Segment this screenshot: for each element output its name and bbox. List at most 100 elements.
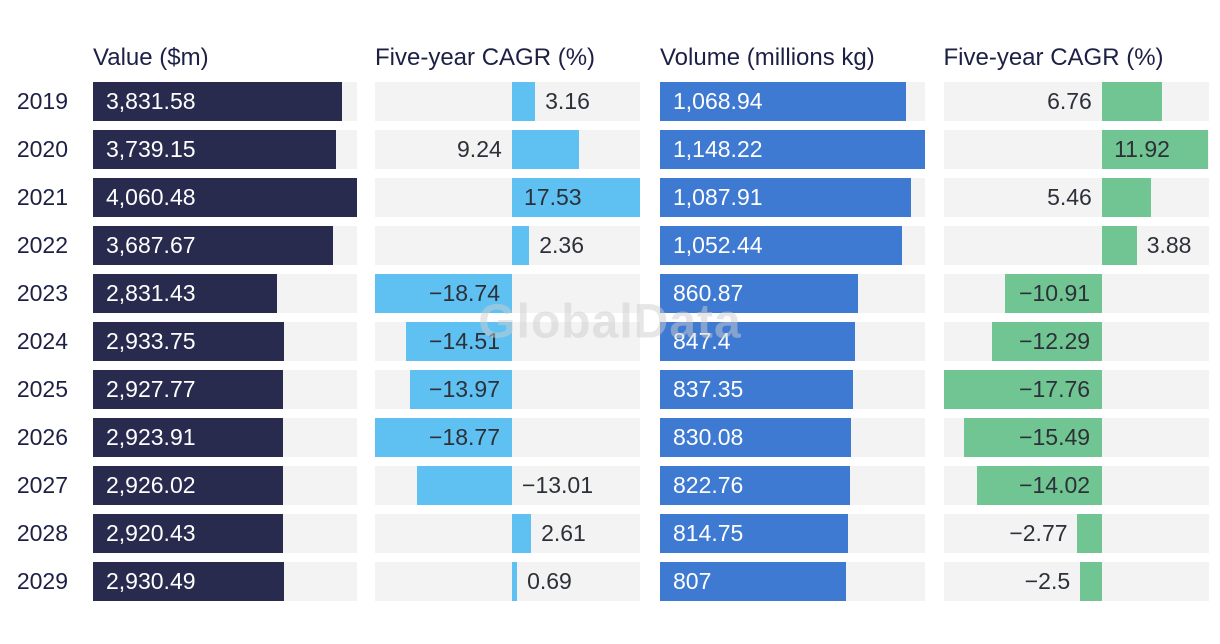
volume-cagr-bar: [992, 322, 1103, 361]
value-cagr-bar: [512, 562, 518, 601]
volume-cagr-bar-label: −10.91: [1019, 280, 1091, 306]
value-bar-label: 2,927.77: [106, 376, 196, 402]
volume-bar: [660, 322, 856, 361]
volume-cagr-cell: 11.92: [943, 130, 1209, 169]
volume-cagr-bar-label: 5.46: [1047, 184, 1092, 210]
volume-bar-label: 822.76: [673, 472, 744, 498]
value-cagr-bar: [512, 178, 640, 217]
volume-cell: 814.75: [660, 514, 925, 553]
volume-bar: [660, 514, 848, 553]
value-cagr-bar-label: 0.69: [527, 568, 572, 594]
volume-cagr-cell: −14.02: [943, 466, 1209, 505]
volume-cagr-cell: −2.77: [943, 514, 1209, 553]
value-cagr-cell: −13.01: [375, 466, 640, 505]
value-bar-label: 2,923.91: [106, 424, 196, 450]
year-label: 2020: [16, 136, 68, 162]
value-cagr-bar: [512, 514, 532, 553]
value-cagr-bar-label: 17.53: [524, 184, 582, 210]
volume-cagr-bar-label: −17.76: [1019, 376, 1091, 402]
volume-bar-label: 860.87: [673, 280, 744, 306]
value-bar: [93, 418, 284, 457]
value-cagr-cell: 2.61: [375, 514, 640, 553]
volume-cagr-cell: 5.46: [943, 178, 1209, 217]
value-bar: [93, 514, 283, 553]
volume-bar: [660, 178, 911, 217]
value-cagr-bar: [410, 370, 513, 409]
volume-cell: 1,052.44: [660, 226, 925, 265]
bar-track: [375, 514, 640, 553]
value-cell: 3,687.67: [93, 226, 357, 265]
volume-bar-label: 1,148.22: [673, 136, 763, 162]
volume-cagr-bar-label: −15.49: [1019, 424, 1091, 450]
volume-bar-label: 847.4: [673, 328, 731, 354]
volume-bar: [660, 130, 925, 169]
year-label: 2019: [16, 88, 68, 114]
value-cagr-cell: 9.24: [375, 130, 640, 169]
value-cagr-cell: −18.74: [375, 274, 640, 313]
value-cagr-bar-label: 2.61: [541, 520, 586, 546]
value-cagr-bar: [375, 418, 513, 457]
volume-cagr-bar-label: 6.76: [1047, 88, 1092, 114]
year-label: 2021: [16, 184, 68, 210]
value-bar: [93, 370, 284, 409]
year-label: 2025: [16, 376, 68, 402]
value-cell: 2,933.75: [93, 322, 357, 361]
value-cell: 2,920.43: [93, 514, 357, 553]
value-bar-label: 2,926.02: [106, 472, 196, 498]
bar-track: [943, 562, 1209, 601]
volume-cagr-cell: −12.29: [943, 322, 1209, 361]
volume-cagr-bar: [943, 370, 1103, 409]
value-cagr-bar-label: −13.01: [522, 472, 594, 498]
value-cell: 2,927.77: [93, 370, 357, 409]
value-cagr-cell: 17.53: [375, 178, 640, 217]
value-bar-label: 2,930.49: [106, 568, 196, 594]
value-cell: 2,926.02: [93, 466, 357, 505]
volume-bar-label: 1,087.91: [673, 184, 763, 210]
value-bar: [93, 322, 284, 361]
volume-bar-label: 1,052.44: [673, 232, 763, 258]
value-cagr-bar-label: 2.36: [539, 232, 585, 258]
year-label: 2024: [16, 328, 68, 354]
volume-bar-label: 814.75: [673, 520, 744, 546]
value-cagr-cell: 3.16: [375, 82, 640, 121]
volume-cagr-bar-label: 11.92: [1114, 136, 1170, 162]
volume-cell: 822.76: [660, 466, 925, 505]
value-bar: [93, 130, 337, 169]
value-cagr-bar-label: 3.16: [545, 88, 590, 114]
volume-cell: 1,068.94: [660, 82, 925, 121]
value-cagr-bar: [512, 82, 536, 121]
year-label: 2028: [16, 520, 68, 546]
volume-cagr-bar-label: −2.77: [1009, 520, 1068, 546]
value-bar-label: 2,933.75: [106, 328, 196, 354]
volume-bar: [660, 418, 852, 457]
value-cagr-bar-label: −18.77: [429, 424, 501, 450]
volume-cagr-bar-label: −12.29: [1019, 328, 1091, 354]
column-header-value-cagr: Five-year CAGR (%): [375, 44, 596, 71]
volume-bar-label: 830.08: [673, 424, 744, 450]
value-bar-label: 4,060.48: [106, 184, 196, 210]
value-cagr-cell: −13.97: [375, 370, 640, 409]
volume-cagr-bar: [1004, 274, 1103, 313]
bar-track: [375, 226, 640, 265]
value-cagr-bar-label: −14.51: [429, 328, 501, 354]
bar-track: [943, 82, 1209, 121]
year-label: 2023: [16, 280, 68, 306]
value-cagr-bar-label: 9.24: [457, 136, 502, 162]
volume-cagr-bar: [963, 418, 1103, 457]
value-cell: 2,923.91: [93, 418, 357, 457]
value-cell: 2,831.43: [93, 274, 357, 313]
volume-cell: 847.4: [660, 322, 925, 361]
year-label: 2026: [16, 424, 68, 450]
volume-cagr-bar: [1102, 226, 1137, 265]
volume-bar: [660, 226, 903, 265]
value-cell: 3,831.58: [93, 82, 357, 121]
volume-cagr-cell: 6.76: [943, 82, 1209, 121]
value-bar-label: 3,687.67: [106, 232, 196, 258]
value-cell: 2,930.49: [93, 562, 357, 601]
volume-bar: [660, 82, 907, 121]
value-cell: 4,060.48: [93, 178, 357, 217]
value-cagr-cell: −14.51: [375, 322, 640, 361]
bar-track: [943, 226, 1209, 265]
volume-cagr-bar-label: −2.5: [1024, 568, 1071, 594]
volume-bar: [660, 274, 859, 313]
